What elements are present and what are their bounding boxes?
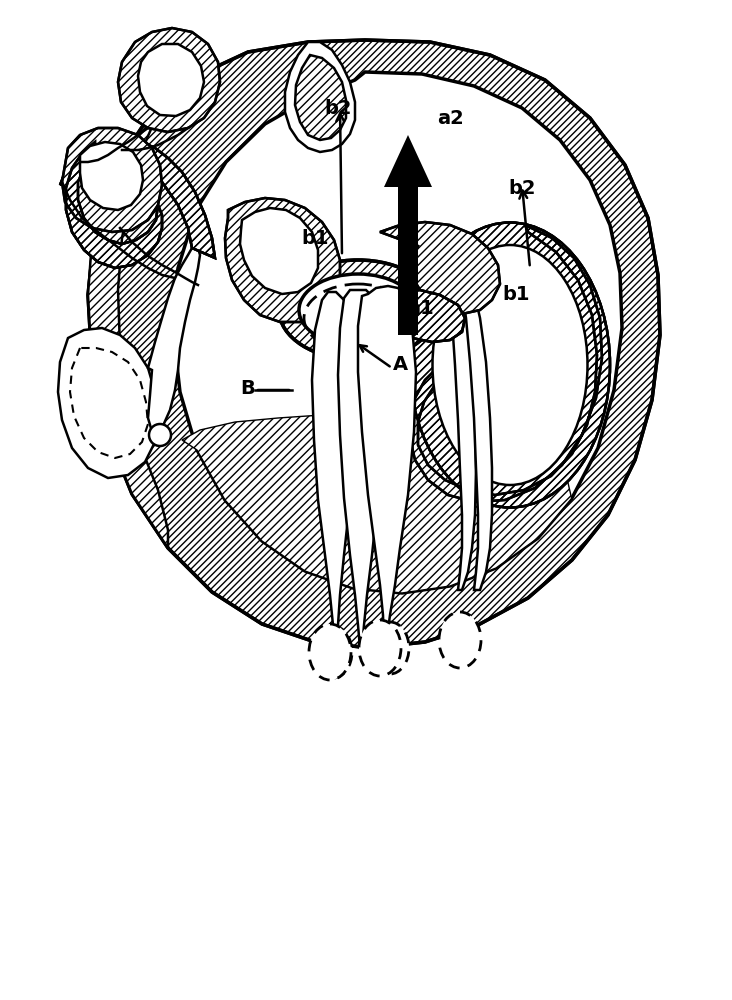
FancyArrow shape: [384, 135, 432, 335]
Polygon shape: [285, 42, 355, 152]
Polygon shape: [148, 248, 200, 442]
Polygon shape: [225, 198, 340, 322]
Text: B: B: [241, 378, 255, 397]
Polygon shape: [62, 128, 162, 232]
Polygon shape: [88, 108, 168, 548]
Ellipse shape: [309, 624, 351, 680]
Ellipse shape: [439, 612, 481, 668]
Polygon shape: [448, 288, 476, 590]
Ellipse shape: [149, 424, 171, 446]
Ellipse shape: [410, 223, 610, 508]
Ellipse shape: [299, 274, 417, 346]
Polygon shape: [458, 285, 492, 590]
Polygon shape: [312, 292, 354, 648]
Polygon shape: [138, 44, 204, 116]
Text: b2: b2: [324, 99, 352, 117]
Text: a2: a2: [436, 108, 463, 127]
Polygon shape: [60, 138, 215, 258]
Polygon shape: [380, 222, 500, 314]
Polygon shape: [182, 414, 572, 593]
Polygon shape: [440, 270, 528, 355]
Polygon shape: [118, 28, 220, 132]
Polygon shape: [338, 290, 382, 648]
Ellipse shape: [371, 622, 409, 674]
Polygon shape: [240, 208, 318, 294]
Polygon shape: [358, 286, 416, 645]
Ellipse shape: [314, 626, 352, 678]
Polygon shape: [380, 290, 465, 342]
Ellipse shape: [359, 620, 401, 676]
Text: b1: b1: [502, 286, 530, 304]
Ellipse shape: [279, 260, 437, 360]
Polygon shape: [88, 40, 660, 648]
Text: b2: b2: [508, 178, 536, 198]
Ellipse shape: [433, 245, 588, 485]
Polygon shape: [58, 328, 158, 478]
Polygon shape: [66, 142, 162, 268]
Text: b1: b1: [302, 229, 329, 247]
Polygon shape: [410, 225, 602, 502]
Polygon shape: [173, 72, 622, 593]
Text: a1: a1: [406, 298, 433, 318]
Polygon shape: [80, 142, 143, 210]
Text: A: A: [392, 356, 408, 374]
